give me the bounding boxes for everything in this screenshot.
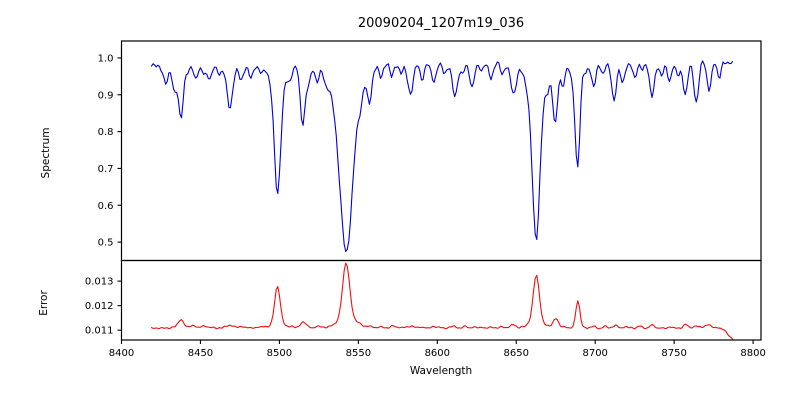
spectrum-y-tick-label: 0.8: [98, 127, 114, 138]
error-y-tick-label: 0.012: [85, 301, 114, 312]
data-series-layer: [150, 60, 734, 340]
x-tick-label: 8550: [346, 348, 371, 359]
spectrum-y-tick-label: 0.7: [98, 164, 114, 175]
spectrum-y-tick-label: 0.6: [98, 201, 114, 212]
x-tick-label: 8450: [188, 348, 213, 359]
y-axis-label-error: Error: [38, 290, 50, 316]
x-tick-label: 8400: [109, 348, 134, 359]
x-axis-label: Wavelength: [410, 365, 472, 377]
x-tick-label: 8600: [425, 348, 450, 359]
x-tick-label: 8500: [267, 348, 292, 359]
error-line: [150, 262, 734, 340]
bottom-panel-frame: [120, 259, 762, 341]
error-y-tick-label: 0.011: [85, 326, 114, 337]
axes-layer: 0.5 0.6 0.7 0.8 0.9 1.0 0.011 0.012 0.013 8400 845…: [85, 40, 766, 359]
top-panel-frame: [120, 40, 762, 262]
x-tick-label: 8750: [661, 348, 686, 359]
y-axis-label-spectrum: Spectrum: [40, 128, 52, 179]
spectrum-y-tick-label: 1.0: [98, 53, 114, 64]
spectrum-y-tick-label: 0.9: [98, 90, 114, 101]
plot-title: 20090204_1207m19_036: [358, 16, 524, 31]
x-tick-label: 8700: [582, 348, 607, 359]
x-tick-label: 8650: [504, 348, 529, 359]
spectrum-line: [150, 60, 734, 252]
error-y-tick-label: 0.013: [85, 277, 114, 288]
x-tick-label: 8800: [740, 348, 765, 359]
spectrum-y-tick-label: 0.5: [98, 238, 114, 249]
